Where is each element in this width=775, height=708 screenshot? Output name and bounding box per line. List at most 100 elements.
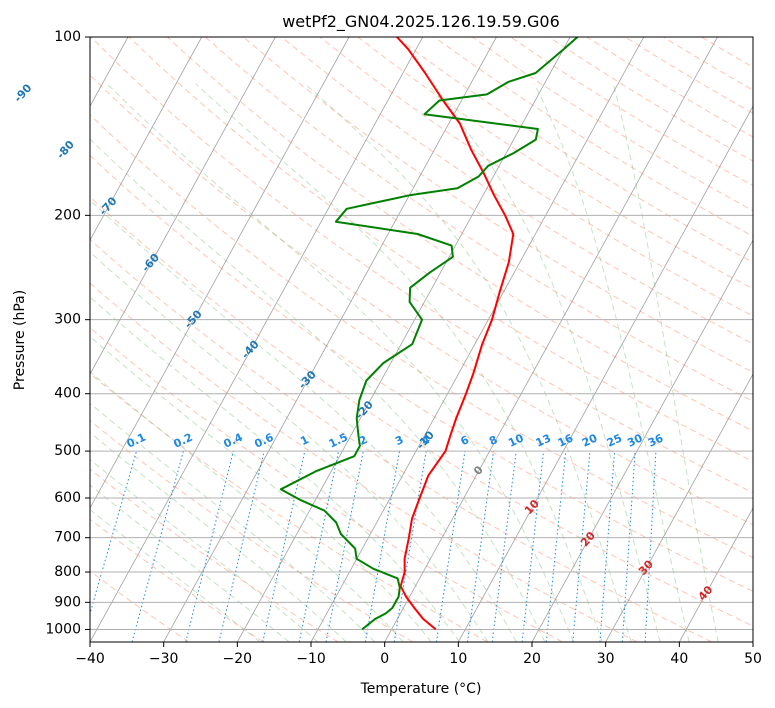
isotherm-label: -30 [296, 368, 319, 392]
background-lines [90, 37, 753, 642]
dry-adiabat-line [586, 37, 753, 138]
isotherm-label: 40 [696, 583, 716, 603]
x-tick-label: 40 [670, 651, 688, 667]
mixing-ratio-label: 8 [487, 433, 499, 448]
dry-adiabat-line [166, 37, 753, 432]
moist-adiabat-line [195, 83, 603, 642]
y-tick-label: 600 [54, 490, 81, 506]
y-tick-label: 1000 [45, 621, 81, 637]
dry-adiabat-line [662, 37, 753, 91]
temperature-profile-line [396, 37, 515, 631]
isotherm-label: 0 [471, 463, 486, 478]
moist-adiabat-line [90, 431, 347, 642]
mixing-ratio-label: 25 [605, 432, 624, 450]
moist-adiabat-line [304, 83, 632, 642]
moist-adiabat-line [427, 83, 661, 642]
dewpoint-profile-line [279, 37, 579, 631]
dry-adiabat-line [319, 37, 753, 317]
mixing-ratio-line [262, 450, 306, 642]
mixing-ratio-line [218, 450, 265, 642]
dry-adiabat-line [701, 37, 753, 68]
x-tick-label: 10 [449, 651, 467, 667]
mixing-ratio-label: 1 [298, 433, 310, 448]
dry-adiabat-line [357, 37, 753, 290]
y-tick-label: 800 [54, 564, 81, 580]
mixing-ratio-line [491, 451, 517, 642]
x-tick-label: −30 [149, 651, 179, 667]
dry-adiabat-line [90, 74, 753, 526]
mixing-ratio-line [185, 450, 234, 642]
moist-adiabat-line [90, 335, 432, 642]
mixing-ratio-line [325, 451, 364, 642]
y-tick-label: 900 [54, 594, 81, 610]
isotherm-line [752, 641, 753, 642]
mixing-ratio-line [393, 451, 427, 642]
isotherm-line [384, 37, 718, 642]
x-tick-label: −20 [223, 651, 253, 667]
isotherm-label: -70 [97, 194, 120, 218]
dry-adiabat-line [90, 196, 753, 627]
x-tick-label: 20 [523, 651, 541, 667]
y-tick-label: 400 [54, 386, 81, 402]
dry-adiabat-line [90, 518, 264, 642]
dry-adiabat-line [395, 37, 753, 263]
dry-adiabat-line [90, 238, 712, 642]
dry-adiabat-line [90, 154, 753, 592]
dry-adiabat-line [90, 570, 190, 642]
isotherm-line [678, 507, 753, 642]
y-tick-label: 500 [54, 443, 81, 459]
isotherm-line [236, 37, 571, 642]
isotherm-line [163, 37, 497, 642]
isotherm-line [605, 373, 753, 642]
y-tick-label: 200 [54, 207, 81, 223]
mixing-ratio-line [435, 451, 466, 642]
chart-title: wetPf2_GN04.2025.126.19.59.G06 [282, 12, 560, 32]
dry-adiabat-line [90, 468, 339, 642]
mixing-ratio-line [364, 451, 401, 642]
isotherm-line [531, 239, 753, 642]
y-axis-ticks: 100 200 300 400 500 600 700 800 900 1000 [45, 29, 90, 637]
dry-adiabat-line [90, 282, 638, 642]
profile-lines [279, 37, 579, 631]
dry-adiabat-line [510, 37, 753, 187]
mixing-ratio-line [545, 451, 567, 642]
isotherm-label: -60 [139, 251, 162, 275]
dry-adiabat-line [90, 37, 753, 494]
mixing-ratio-label: 0.2 [172, 431, 195, 451]
x-tick-label: −40 [75, 651, 105, 667]
mixing-ratio-label: 3 [393, 433, 405, 448]
mixing-ratio-label: 10 [506, 431, 526, 449]
moist-adiabat-line [612, 83, 719, 642]
mixing-ratio-label: 36 [646, 431, 666, 449]
isotherm-line [457, 105, 753, 642]
isotherm-line [310, 37, 645, 642]
y-tick-label: 300 [54, 312, 81, 328]
isotherm-label: -90 [11, 81, 34, 105]
moist-adiabat-line [90, 138, 546, 642]
dry-adiabat-line [90, 372, 488, 642]
y-tick-label: 700 [54, 530, 81, 546]
isotherm-label: -40 [239, 338, 262, 362]
x-axis-ticks: −40 −30 −20 −10 0 10 20 30 40 50 [75, 642, 762, 667]
x-tick-label: 50 [744, 651, 762, 667]
dry-adiabat-line [90, 327, 563, 642]
mixing-ratio-line [621, 451, 636, 642]
mixing-ratio-label: 13 [534, 432, 553, 450]
isotherm-line [90, 37, 424, 642]
moist-adiabat-line [90, 458, 319, 642]
moist-adiabat-line [90, 370, 404, 642]
dry-adiabat-line [204, 37, 753, 402]
mixing-ratio-label: 16 [556, 431, 576, 449]
mixing-ratio-line [90, 450, 138, 616]
moist-adiabat-line [106, 83, 575, 642]
mixing-ratio-label: 30 [625, 431, 645, 449]
x-tick-label: 0 [380, 651, 389, 667]
x-tick-label: −10 [296, 651, 326, 667]
plot-frame [89, 36, 754, 643]
mixing-ratio-label: 0.4 [222, 431, 245, 451]
x-tick-label: 30 [597, 651, 615, 667]
isotherm-line [90, 37, 203, 242]
moist-adiabat-line [90, 508, 261, 642]
isotherm-label: 10 [522, 497, 542, 517]
